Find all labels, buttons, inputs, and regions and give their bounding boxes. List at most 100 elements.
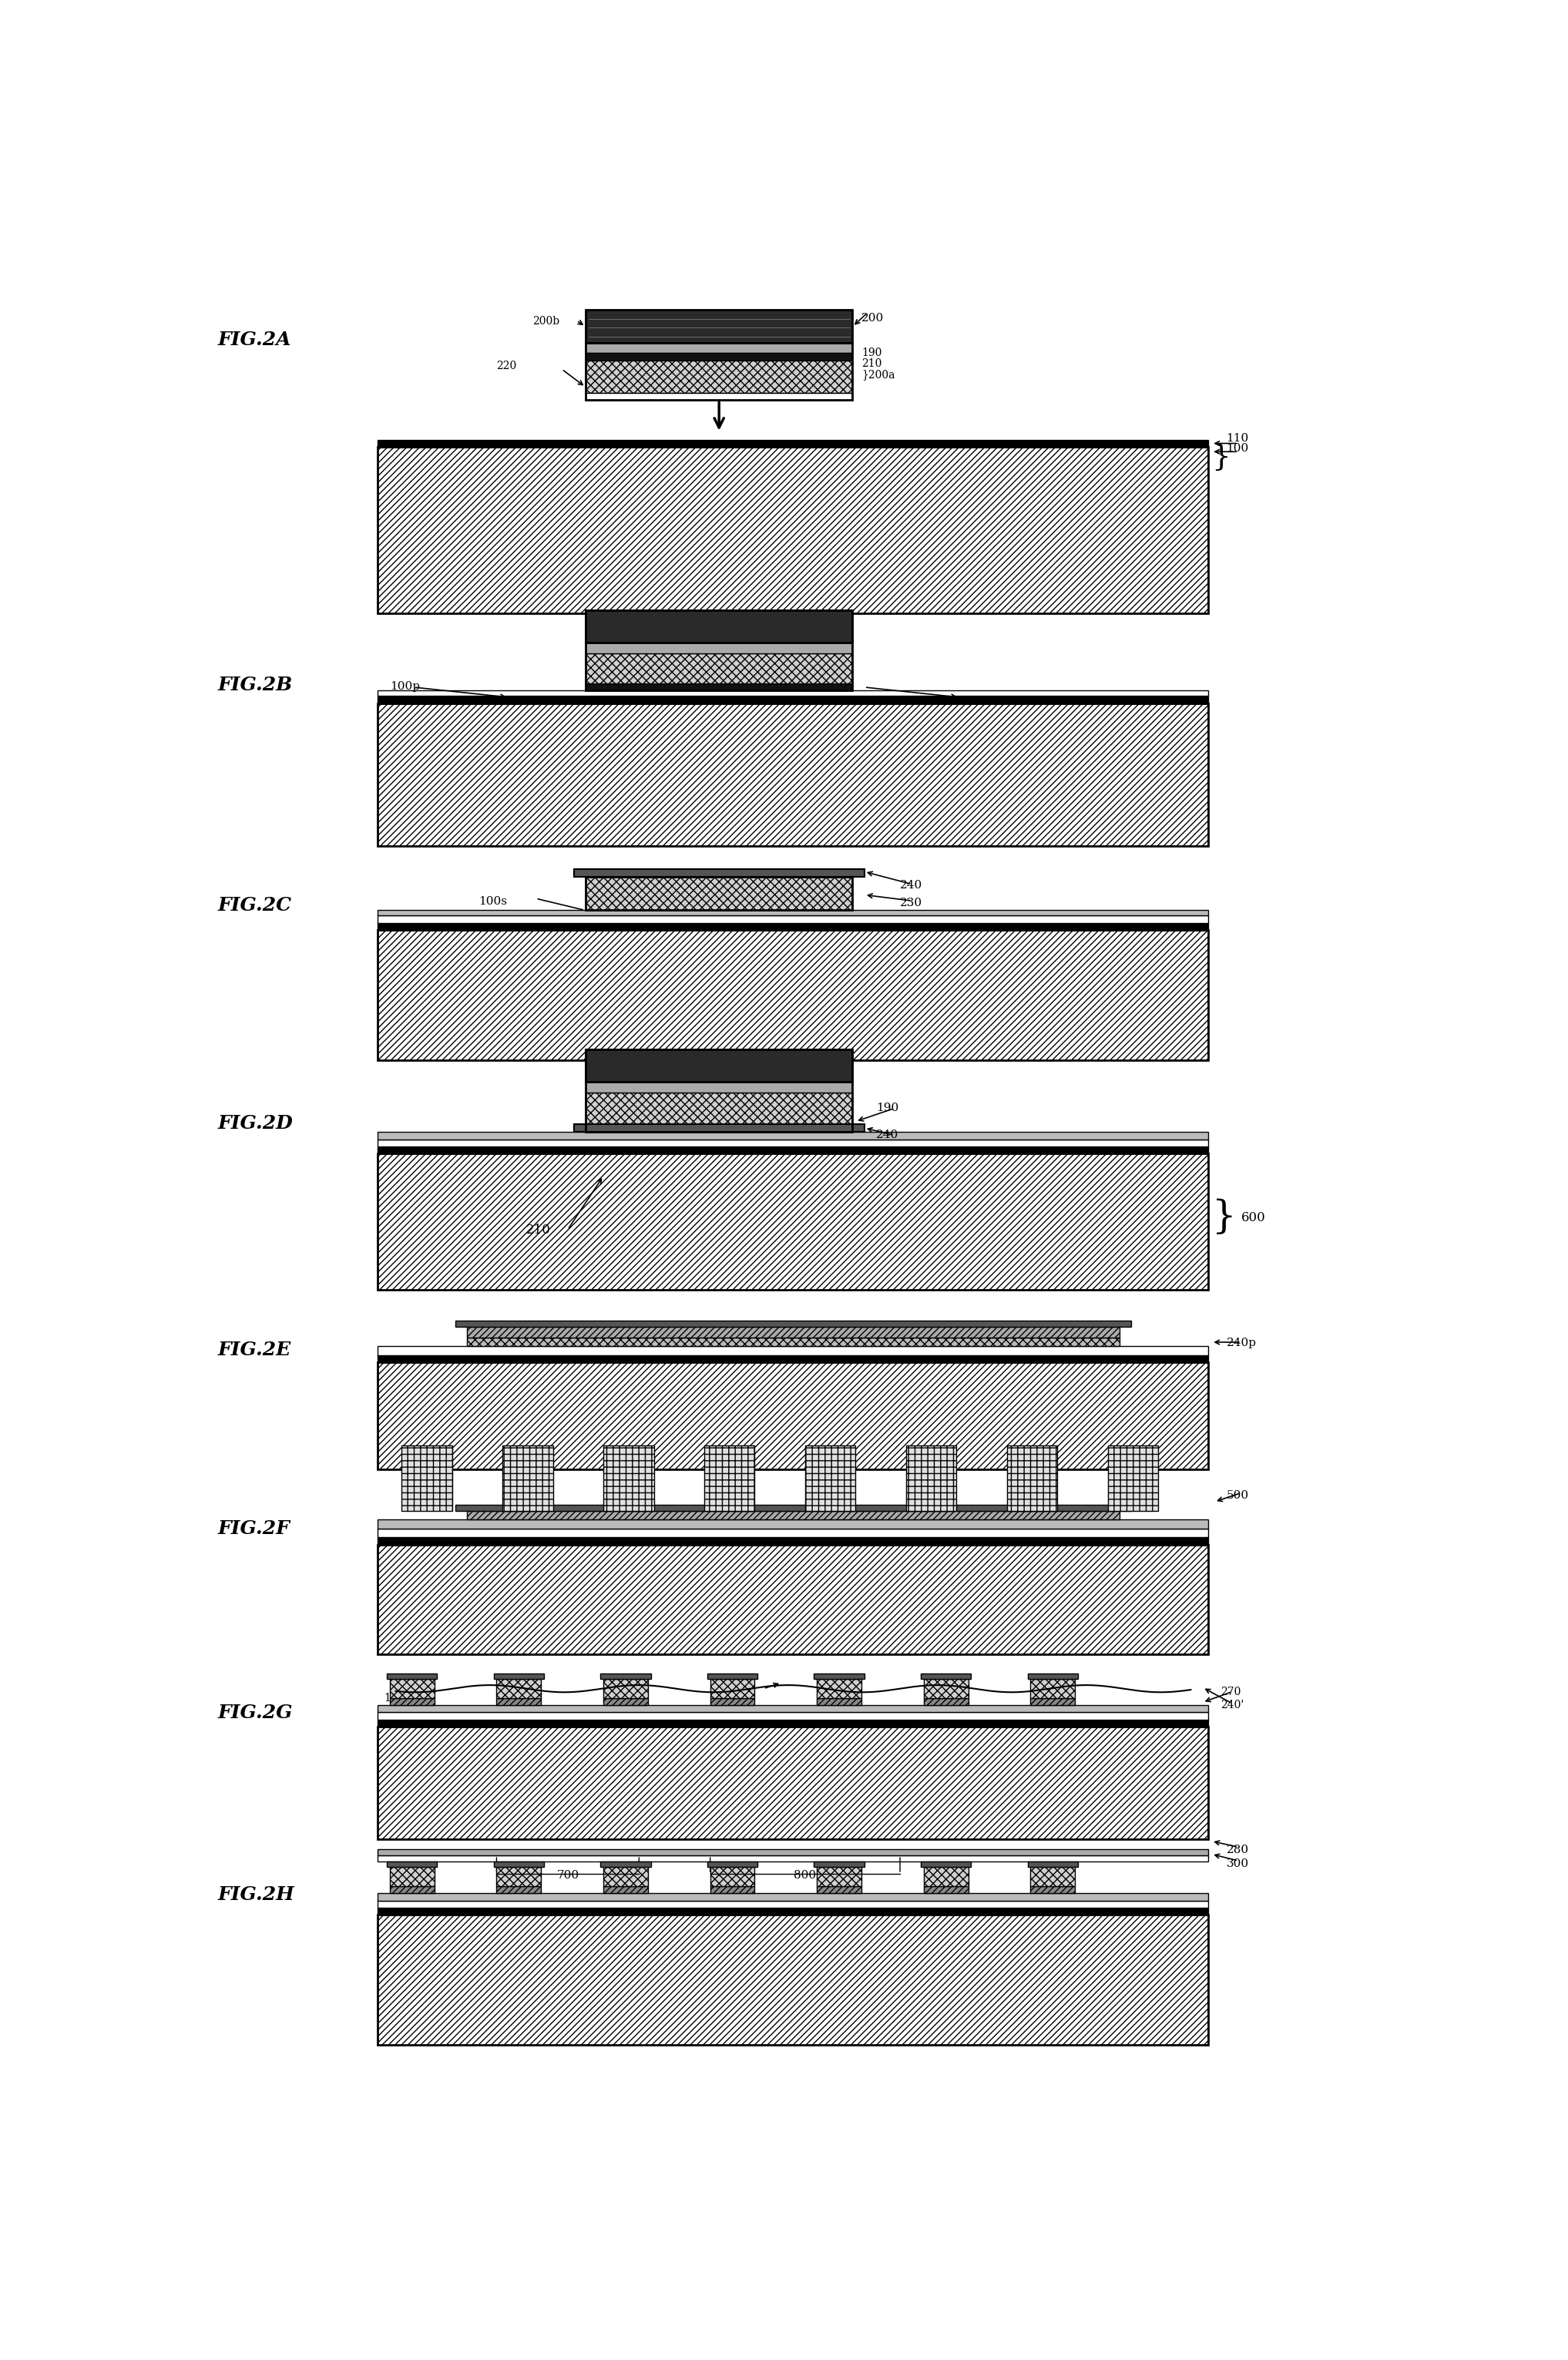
Text: 270: 270 bbox=[1220, 1687, 1240, 1697]
Bar bbox=[467, 1338, 1120, 1345]
Bar bbox=[817, 1699, 861, 1706]
Bar bbox=[467, 1510, 1120, 1520]
Bar bbox=[585, 354, 853, 361]
Bar bbox=[378, 1713, 1209, 1720]
Bar bbox=[1027, 1862, 1079, 1867]
Bar bbox=[1027, 1673, 1079, 1680]
Bar bbox=[387, 1862, 437, 1867]
Text: 230: 230 bbox=[900, 897, 922, 909]
Bar bbox=[390, 1699, 434, 1706]
Text: 700: 700 bbox=[557, 1869, 579, 1881]
Text: 300: 300 bbox=[1226, 1857, 1248, 1869]
Bar bbox=[920, 1862, 971, 1867]
Text: 110: 110 bbox=[1226, 432, 1248, 444]
Bar bbox=[585, 611, 853, 642]
Text: FIG.2G: FIG.2G bbox=[218, 1704, 293, 1723]
Bar bbox=[378, 1529, 1209, 1536]
Text: FIG.2C: FIG.2C bbox=[218, 897, 292, 916]
Bar bbox=[710, 1886, 754, 1893]
Bar bbox=[585, 342, 853, 354]
Bar bbox=[710, 1867, 754, 1886]
Bar bbox=[494, 1862, 544, 1867]
Bar bbox=[378, 923, 1209, 930]
Bar bbox=[601, 1862, 651, 1867]
Bar bbox=[710, 1680, 754, 1699]
Text: 100p: 100p bbox=[390, 682, 420, 691]
Bar bbox=[585, 361, 853, 394]
Bar bbox=[924, 1680, 967, 1699]
Text: }: } bbox=[1212, 1199, 1236, 1237]
Bar bbox=[387, 1673, 437, 1680]
Bar bbox=[814, 1673, 864, 1680]
Text: 100p: 100p bbox=[823, 682, 853, 691]
Bar bbox=[604, 1444, 654, 1510]
Bar bbox=[378, 930, 1209, 1060]
Bar bbox=[378, 1133, 1209, 1140]
Text: FIG.2F: FIG.2F bbox=[218, 1520, 290, 1539]
Text: FIG.2D: FIG.2D bbox=[218, 1114, 293, 1133]
Bar bbox=[924, 1867, 967, 1886]
Bar bbox=[378, 1154, 1209, 1291]
Bar bbox=[1107, 1444, 1159, 1510]
Bar bbox=[502, 1444, 554, 1510]
Bar bbox=[378, 1147, 1209, 1154]
Text: 500: 500 bbox=[1226, 1489, 1248, 1501]
Bar bbox=[497, 1680, 541, 1699]
Bar bbox=[378, 1907, 1209, 1914]
Text: FIG.2H: FIG.2H bbox=[218, 1886, 295, 1905]
Bar bbox=[378, 909, 1209, 916]
Bar bbox=[378, 1140, 1209, 1147]
Bar bbox=[574, 1123, 864, 1133]
Bar bbox=[494, 1673, 544, 1680]
Bar bbox=[378, 1893, 1209, 1900]
Bar bbox=[378, 439, 1209, 446]
Bar bbox=[378, 916, 1209, 923]
Bar bbox=[585, 642, 853, 654]
Text: FIG.2E: FIG.2E bbox=[218, 1340, 292, 1359]
Bar bbox=[378, 1914, 1209, 2046]
Text: 260: 260 bbox=[734, 1685, 754, 1697]
Text: 280: 280 bbox=[1226, 1846, 1248, 1855]
Bar bbox=[604, 1699, 648, 1706]
Text: 200: 200 bbox=[861, 314, 884, 323]
Bar bbox=[378, 1520, 1209, 1529]
Bar bbox=[497, 1886, 541, 1893]
Bar bbox=[585, 611, 853, 689]
Bar bbox=[390, 1680, 434, 1699]
Text: }200a: }200a bbox=[861, 368, 895, 380]
Text: 240: 240 bbox=[877, 1128, 898, 1140]
Text: 210: 210 bbox=[861, 359, 881, 368]
Bar bbox=[585, 878, 853, 909]
Bar bbox=[585, 1126, 853, 1133]
Bar bbox=[920, 1673, 971, 1680]
Bar bbox=[585, 878, 853, 909]
Bar bbox=[378, 1728, 1209, 1838]
Bar bbox=[378, 689, 1209, 696]
Bar bbox=[817, 1867, 861, 1886]
Bar bbox=[378, 1706, 1209, 1713]
Bar bbox=[585, 309, 853, 342]
Bar bbox=[378, 1355, 1209, 1362]
Bar bbox=[574, 868, 864, 878]
Bar bbox=[378, 1345, 1209, 1355]
Bar bbox=[401, 1444, 452, 1510]
Bar bbox=[906, 1444, 956, 1510]
Bar bbox=[378, 1720, 1209, 1728]
Bar bbox=[497, 1699, 541, 1706]
Bar bbox=[378, 1900, 1209, 1907]
Bar bbox=[1030, 1886, 1076, 1893]
Bar bbox=[604, 1680, 648, 1699]
Bar bbox=[378, 1536, 1209, 1543]
Bar bbox=[390, 1886, 434, 1893]
Text: 240p: 240p bbox=[1226, 1338, 1256, 1348]
Bar bbox=[601, 1673, 651, 1680]
Bar bbox=[924, 1699, 967, 1706]
Bar bbox=[378, 703, 1209, 845]
Bar bbox=[378, 446, 1209, 614]
Text: 200b: 200b bbox=[532, 316, 560, 326]
Bar bbox=[378, 696, 1209, 703]
Text: 100s: 100s bbox=[478, 897, 508, 906]
Text: 220: 220 bbox=[497, 361, 517, 371]
Bar bbox=[585, 868, 853, 878]
Bar bbox=[455, 1322, 1132, 1326]
